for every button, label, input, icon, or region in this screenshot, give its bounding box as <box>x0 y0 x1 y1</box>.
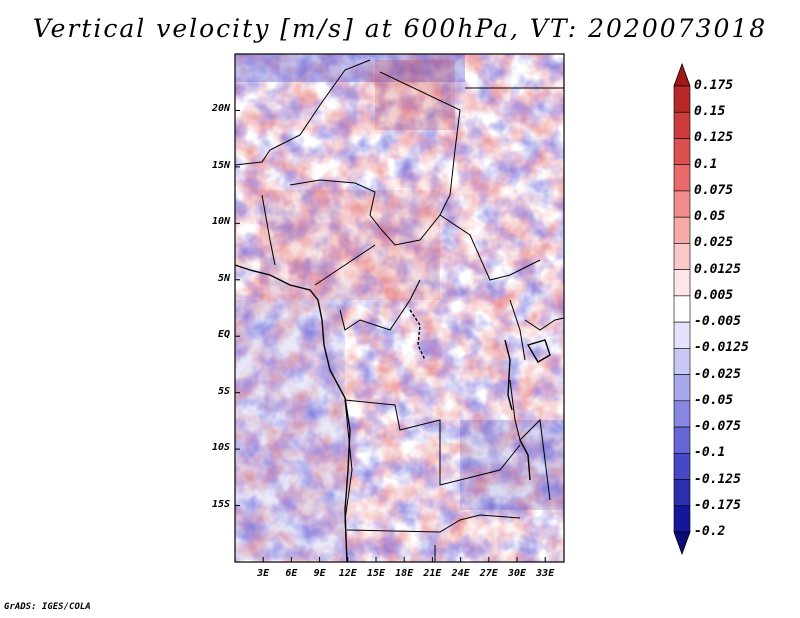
border-tanzania-malawi <box>509 379 551 501</box>
colorbar-label: 0.025 <box>694 235 734 251</box>
lon-tick-label: 24E <box>451 568 470 579</box>
colorbar-label: 0.05 <box>694 209 726 225</box>
colorbar-segment <box>673 348 691 375</box>
border-gabon-congo <box>339 279 421 331</box>
lake-malawi <box>519 439 531 481</box>
colorbar-segment <box>673 321 691 349</box>
lake-tanganyika <box>504 339 513 411</box>
sahel-red-patch <box>375 60 455 130</box>
lake-victoria <box>526 339 551 363</box>
lon-tick-label: 30E <box>507 568 527 579</box>
colorbar-segment <box>673 452 691 480</box>
velocity-field <box>235 54 564 562</box>
east-blue-patch <box>460 420 564 510</box>
colorbar-segment <box>673 190 691 218</box>
atlantic-blue-patch <box>235 300 345 560</box>
lat-tick-label: 15S <box>211 498 230 510</box>
colorbar-label: 0.075 <box>694 182 734 198</box>
colorbar-label: -0.175 <box>694 497 741 513</box>
lon-tick-label: 33E <box>536 568 555 579</box>
lat-tick-label: 10S <box>211 442 230 454</box>
colorbar-segment <box>673 111 691 139</box>
colorbar-label: 0.125 <box>694 130 734 146</box>
map-frame <box>234 53 565 563</box>
map-title: Vertical velocity [m/s] at 600hPa, VT: 2… <box>32 14 768 43</box>
lat-tick-label: 5N <box>217 272 230 284</box>
colorbar-bottom-extension <box>673 531 691 556</box>
border-east-africa <box>524 317 565 331</box>
colorbar-label: -0.075 <box>694 419 741 435</box>
border-cameroon <box>314 244 376 286</box>
colorbar-segment <box>673 479 691 507</box>
coastlines <box>234 264 551 563</box>
border-sudan-west <box>379 71 461 216</box>
colorbar-label: -0.0125 <box>694 340 749 356</box>
congo-river <box>409 309 426 361</box>
field-noise <box>235 54 564 562</box>
lon-tick-label: 9E <box>313 568 326 579</box>
colorbar-label: -0.025 <box>694 366 741 382</box>
colorbar-label: 0.1 <box>694 156 718 172</box>
lon-tick-label: 27E <box>479 568 498 579</box>
border-west-sahel <box>234 59 371 166</box>
lon-tick-label: 3E <box>257 568 270 579</box>
colorbar-segment <box>673 269 691 297</box>
lon-tick-label: 6E <box>285 568 298 579</box>
colorbar-segment <box>673 85 691 113</box>
colorbar-segment <box>673 138 691 166</box>
colorbar-segment <box>673 505 691 533</box>
border-angola-drc <box>344 399 521 486</box>
colorbar-segment <box>673 164 691 192</box>
border-namibia-zambia <box>346 514 521 533</box>
axis-ticks <box>235 109 546 562</box>
border-benin-togo <box>261 194 276 266</box>
colorbar-label: -0.125 <box>694 471 741 487</box>
colorbar-segment <box>673 374 691 402</box>
colorbar-segment <box>673 295 691 323</box>
lat-tick-label: 5S <box>217 385 230 397</box>
lat-tick-label: EQ <box>217 329 230 341</box>
lon-tick-label: 18E <box>395 568 414 579</box>
lat-tick-label: 20N <box>211 103 230 115</box>
grads-credit: GrADS: IGES/COLA <box>4 602 91 612</box>
country-borders <box>234 59 565 563</box>
colorbar-segment <box>673 400 691 428</box>
colorbar-label: -0.05 <box>694 392 734 408</box>
lat-tick-label: 10N <box>211 216 230 228</box>
border-car <box>379 214 541 281</box>
border-uganda <box>509 299 526 361</box>
colorbar-label: 0.0125 <box>694 261 741 277</box>
atlantic-coastline <box>234 264 351 563</box>
central-red-patch <box>260 190 440 300</box>
lon-tick-label: 21E <box>423 568 442 579</box>
colorbar <box>673 62 691 556</box>
colorbar-label: 0.175 <box>694 78 734 93</box>
colorbar-top-extension <box>673 62 691 87</box>
lon-tick-label: 15E <box>366 568 386 579</box>
lon-tick-label: 12E <box>338 568 357 579</box>
colorbar-label: -0.1 <box>694 445 726 461</box>
colorbar-segment <box>673 243 691 270</box>
colorbar-segment <box>673 216 691 244</box>
colorbar-segment <box>673 426 691 454</box>
lat-tick-label: 15N <box>211 159 230 171</box>
colorbar-label: -0.005 <box>694 314 741 330</box>
colorbar-label: 0.005 <box>694 287 734 303</box>
border-nigeria-north <box>289 179 381 229</box>
colorbar-label: -0.2 <box>694 524 726 539</box>
colorbar-label: 0.15 <box>694 104 726 120</box>
